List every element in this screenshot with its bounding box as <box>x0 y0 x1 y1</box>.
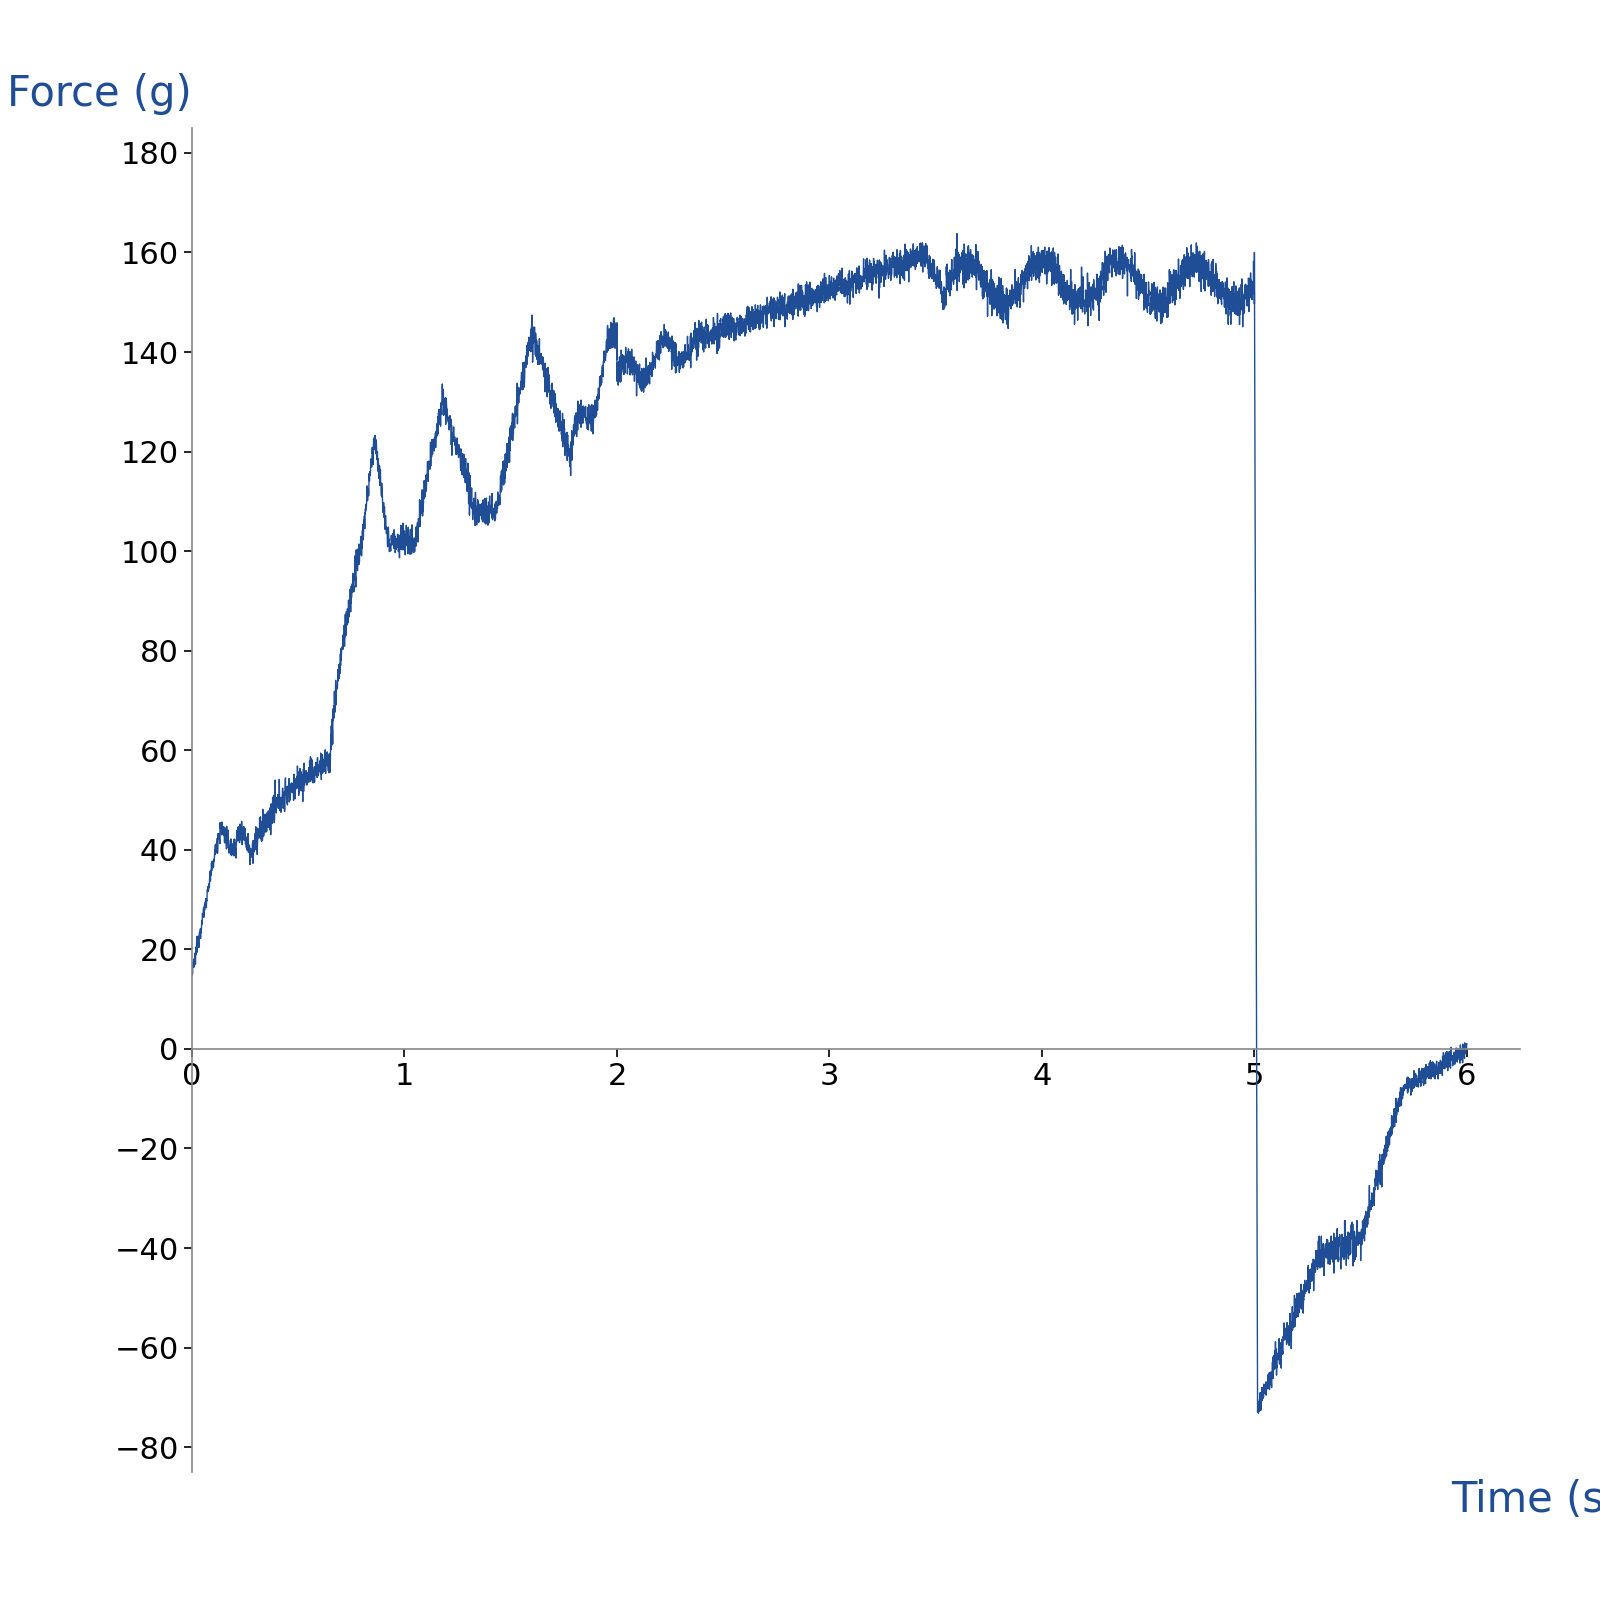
X-axis label: Time (sec): Time (sec) <box>1451 1478 1600 1520</box>
Y-axis label: Force (g): Force (g) <box>6 72 192 115</box>
